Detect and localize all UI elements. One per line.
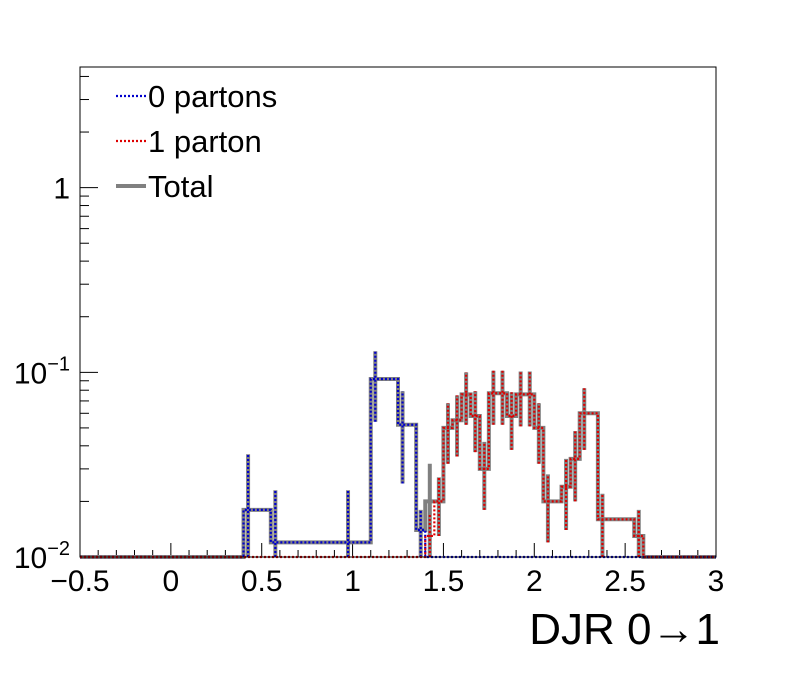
- y-tick-label: 1: [53, 173, 70, 206]
- series-1-parton: [80, 370, 716, 559]
- plot-frame: [79, 66, 717, 558]
- axis-ticks: [79, 75, 717, 558]
- histogram-outline: [80, 392, 716, 559]
- x-tick-labels: −0.5 0 0.5 1 1.5 2 2.5 3: [50, 565, 724, 598]
- x-axis-label: DJR 0→1: [529, 605, 720, 654]
- legend-entry: Total: [116, 169, 213, 204]
- x-tick-label: 3: [708, 565, 725, 598]
- x-tick-label: 0.5: [241, 565, 283, 598]
- legend-label: Total: [148, 169, 213, 204]
- y-tick-labels: 10−210−11: [14, 173, 70, 575]
- x-tick-label: 0: [163, 565, 180, 598]
- x-tick-label: 1: [344, 565, 361, 598]
- legend-entry: 1 parton: [116, 124, 262, 159]
- series-layer: [80, 351, 716, 559]
- x-tick-label: 2: [526, 565, 543, 598]
- x-tick-label: −0.5: [50, 565, 109, 598]
- histogram-outline: [80, 377, 716, 559]
- legend-label: 0 partons: [148, 79, 277, 114]
- series-0-partons: [80, 351, 716, 559]
- legend-entry: 0 partons: [116, 79, 277, 114]
- x-tick-label: 1.5: [423, 565, 465, 598]
- x-tick-label: 2.5: [604, 565, 646, 598]
- legend: 0 partons 1 parton Total: [116, 79, 277, 204]
- legend-label: 1 parton: [148, 124, 262, 159]
